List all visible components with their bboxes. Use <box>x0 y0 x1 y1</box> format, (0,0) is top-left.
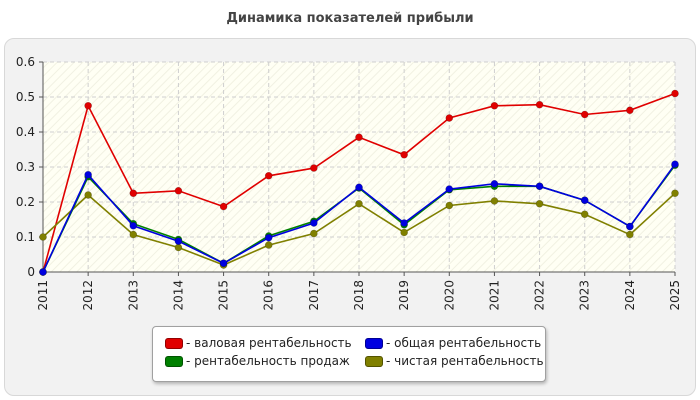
data-point <box>310 219 318 227</box>
y-tick-label: 0.2 <box>16 195 35 209</box>
data-point <box>490 101 499 110</box>
y-tick-label: 0.1 <box>16 230 35 244</box>
legend-item-net: - чистая рентабельность <box>365 354 544 368</box>
data-point <box>174 243 183 252</box>
data-point <box>219 259 228 268</box>
legend-item-gross: - валовая рентабельность <box>165 336 352 350</box>
data-point <box>580 110 589 119</box>
series-lines <box>39 89 679 276</box>
data-point <box>355 199 363 208</box>
data-point <box>626 106 634 115</box>
x-tick-label: 2011 <box>36 280 50 311</box>
data-point <box>626 222 634 231</box>
y-tick-labels: 0 0.1 0.2 0.3 0.4 0.5 0.6 <box>16 55 35 279</box>
data-point <box>264 171 273 180</box>
x-tick-label: 2021 <box>487 280 501 311</box>
y-tick-label: 0.4 <box>16 125 35 139</box>
x-tick-label: 2017 <box>307 280 321 311</box>
data-point <box>129 222 138 230</box>
legend-item-total: - общая рентабельность <box>365 336 541 350</box>
legend-swatch-olive <box>365 355 383 367</box>
data-point <box>310 164 318 172</box>
data-point <box>129 230 138 239</box>
data-point <box>129 189 138 198</box>
data-point <box>490 197 499 205</box>
data-point <box>400 219 408 227</box>
data-point <box>400 228 408 237</box>
data-point <box>174 237 183 245</box>
data-point <box>535 100 544 109</box>
x-tick-label: 2024 <box>623 280 637 311</box>
y-tick-label: 0.6 <box>16 55 35 69</box>
data-point <box>671 89 679 98</box>
data-point <box>400 150 408 159</box>
grid-lines <box>43 61 676 272</box>
x-tick-label: 2018 <box>352 280 366 311</box>
data-point <box>264 233 273 242</box>
legend: - валовая рентабельность - рентабельност… <box>152 326 546 382</box>
y-tick-label: 0 <box>27 265 35 279</box>
legend-label: - общая рентабельность <box>386 336 542 350</box>
data-point <box>84 191 92 199</box>
data-point <box>580 196 589 205</box>
x-tick-label: 2020 <box>442 280 456 311</box>
legend-label: - рентабельность продаж <box>186 354 350 368</box>
data-point <box>84 170 92 179</box>
x-tick-label: 2012 <box>81 280 95 311</box>
data-point <box>490 180 499 188</box>
data-point <box>535 182 544 191</box>
x-tick-label: 2022 <box>533 280 547 311</box>
x-tick-label: 2013 <box>126 280 140 311</box>
data-point <box>310 229 318 238</box>
y-tick-label: 0.5 <box>16 90 35 104</box>
data-point <box>39 233 47 241</box>
legend-label: - чистая рентабельность <box>386 354 544 368</box>
data-point <box>445 201 454 210</box>
legend-swatch-red <box>165 337 183 349</box>
data-point <box>445 114 454 122</box>
data-point <box>445 185 454 193</box>
x-tick-label: 2016 <box>262 280 276 311</box>
x-tick-labels: 2011 2012 2013 2014 2015 2016 2017 2018 2019 2020… <box>36 280 682 311</box>
legend-label: - валовая рентабельность <box>186 336 352 350</box>
data-point <box>264 241 273 249</box>
data-point <box>626 230 634 239</box>
x-tick-label: 2015 <box>217 280 231 311</box>
x-tick-label: 2025 <box>668 280 682 311</box>
x-tick-label: 2019 <box>397 280 411 311</box>
data-point <box>84 101 92 110</box>
data-point <box>671 160 679 168</box>
data-point <box>219 202 228 211</box>
data-point <box>174 187 183 195</box>
legend-swatch-green <box>165 355 183 367</box>
data-point <box>535 199 544 208</box>
data-point <box>39 268 47 276</box>
x-tick-label: 2014 <box>171 280 185 311</box>
data-point <box>580 210 589 219</box>
y-tick-label: 0.3 <box>16 160 35 174</box>
data-point <box>355 133 363 142</box>
chart-title: Динамика показателей прибыли <box>226 11 474 26</box>
legend-swatch-blue <box>365 337 383 349</box>
x-tick-label: 2023 <box>578 280 592 311</box>
legend-item-sales: - рентабельность продаж <box>165 354 350 368</box>
data-point <box>355 183 363 192</box>
data-point <box>671 189 679 198</box>
